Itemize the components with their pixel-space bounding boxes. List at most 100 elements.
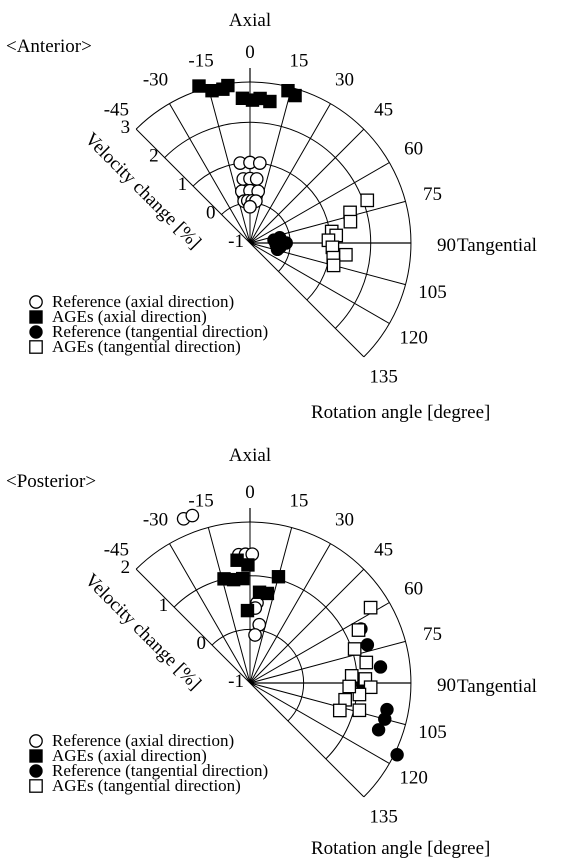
series-open-square [332, 600, 378, 718]
legend-marker [29, 340, 43, 354]
angle-tick-label: 15 [289, 50, 308, 71]
angle-tick-label: -30 [143, 509, 168, 530]
grid-spoke [249, 568, 365, 684]
series-open-square [321, 193, 375, 273]
data-point [343, 214, 358, 229]
data-point [185, 508, 200, 523]
data-point [230, 553, 244, 567]
tangential-label-anterior: Tangential [457, 235, 537, 256]
grid-spoke [249, 682, 365, 798]
grid-spoke [169, 543, 251, 684]
angle-tick-label: 135 [369, 367, 398, 388]
grid-spoke [135, 128, 251, 244]
data-point [363, 600, 378, 615]
panel-label-posterior: <Posterior> [6, 471, 96, 492]
radial-axis-label-posterior: Velocity change [%] [80, 570, 205, 695]
data-point [263, 94, 277, 109]
data-point [360, 193, 375, 208]
data-point [252, 156, 267, 170]
grid-spoke [135, 568, 251, 684]
data-point [352, 703, 367, 718]
series-filled-square [192, 78, 302, 109]
data-point [363, 680, 378, 695]
data-point [373, 660, 388, 674]
grid-spoke [249, 242, 390, 324]
radial-tick-label: 2 [149, 146, 159, 167]
legend-label: Reference (tangential direction) [52, 761, 268, 780]
angle-tick-label: 105 [418, 722, 447, 743]
angle-tick-label: 135 [369, 807, 398, 828]
angle-tick-label: 30 [335, 509, 354, 530]
grid-spoke [249, 103, 331, 244]
data-point [221, 78, 235, 93]
data-point [339, 247, 353, 262]
grid-spoke [207, 87, 251, 244]
grid-spoke [249, 162, 390, 244]
data-point [192, 79, 206, 93]
tangential-label-posterior: Tangential [457, 676, 537, 697]
legend-label: AGEs (tangential direction) [52, 337, 241, 356]
panel-label-anterior: <Anterior> [6, 36, 92, 57]
grid-spoke [207, 527, 251, 684]
radial-tick-label: 1 [178, 174, 188, 195]
angle-tick-label: -45 [104, 539, 129, 560]
data-point [249, 172, 264, 186]
angle-tick-label: 0 [245, 482, 255, 503]
angle-tick-label: -45 [104, 99, 129, 120]
data-point [235, 571, 250, 586]
angle-tick-label: 60 [404, 139, 423, 160]
data-point [240, 603, 255, 618]
legend-marker [29, 325, 43, 339]
data-point [279, 236, 293, 250]
grid-spoke [249, 242, 365, 358]
legend-marker [29, 749, 43, 763]
legend-label: Reference (axial direction) [52, 731, 234, 750]
data-point [342, 679, 357, 694]
angle-tick-label: -30 [143, 69, 168, 90]
angle-tick-label: -15 [188, 50, 213, 71]
grid-spoke [169, 103, 251, 244]
angle-tick-label: 120 [399, 328, 428, 349]
angle-tick-label: 120 [399, 768, 428, 789]
legend-label: AGEs (axial direction) [52, 746, 207, 765]
data-point [378, 712, 392, 726]
legend-marker [29, 779, 43, 793]
grid-spoke [249, 640, 406, 684]
grid-spoke [249, 543, 331, 684]
angle-axis-label-anterior: Rotation angle [degree] [311, 402, 490, 423]
radial-tick-label: 2 [121, 557, 131, 578]
data-point [347, 642, 362, 656]
data-point [260, 586, 275, 601]
radial-tick-label: 1 [159, 595, 169, 616]
data-point [359, 655, 374, 670]
grid-spoke [249, 682, 390, 764]
axial-label-anterior: Axial [229, 10, 271, 31]
angle-axis-label-posterior: Rotation angle [degree] [311, 838, 490, 859]
angle-tick-label: 15 [289, 490, 308, 511]
polar-chart-anterior: -45-30-15 0 153045607590105120135-10123Ref… [29, 42, 456, 388]
legend-marker [29, 764, 43, 778]
radial-tick-label: 0 [206, 203, 216, 224]
legend-marker [29, 734, 43, 748]
radial-tick-label: 3 [121, 117, 131, 138]
radial-tick-label: -1 [228, 671, 244, 692]
grid-spoke [249, 527, 293, 684]
data-point [360, 638, 375, 652]
series-filled-square [217, 553, 286, 618]
data-point [326, 258, 341, 273]
data-point [243, 199, 257, 214]
legend-marker [29, 310, 43, 324]
radial-tick-label: -1 [228, 231, 244, 252]
angle-tick-label: 75 [423, 184, 442, 205]
data-point [351, 623, 366, 637]
grid-spoke [249, 602, 390, 684]
angle-tick-label: 0 [245, 42, 255, 63]
data-point [288, 88, 302, 103]
angle-tick-label: 75 [423, 624, 442, 645]
legend-label: Reference (tangential direction) [52, 322, 268, 341]
grid-spoke [249, 87, 293, 244]
series-filled-circle [267, 231, 293, 257]
